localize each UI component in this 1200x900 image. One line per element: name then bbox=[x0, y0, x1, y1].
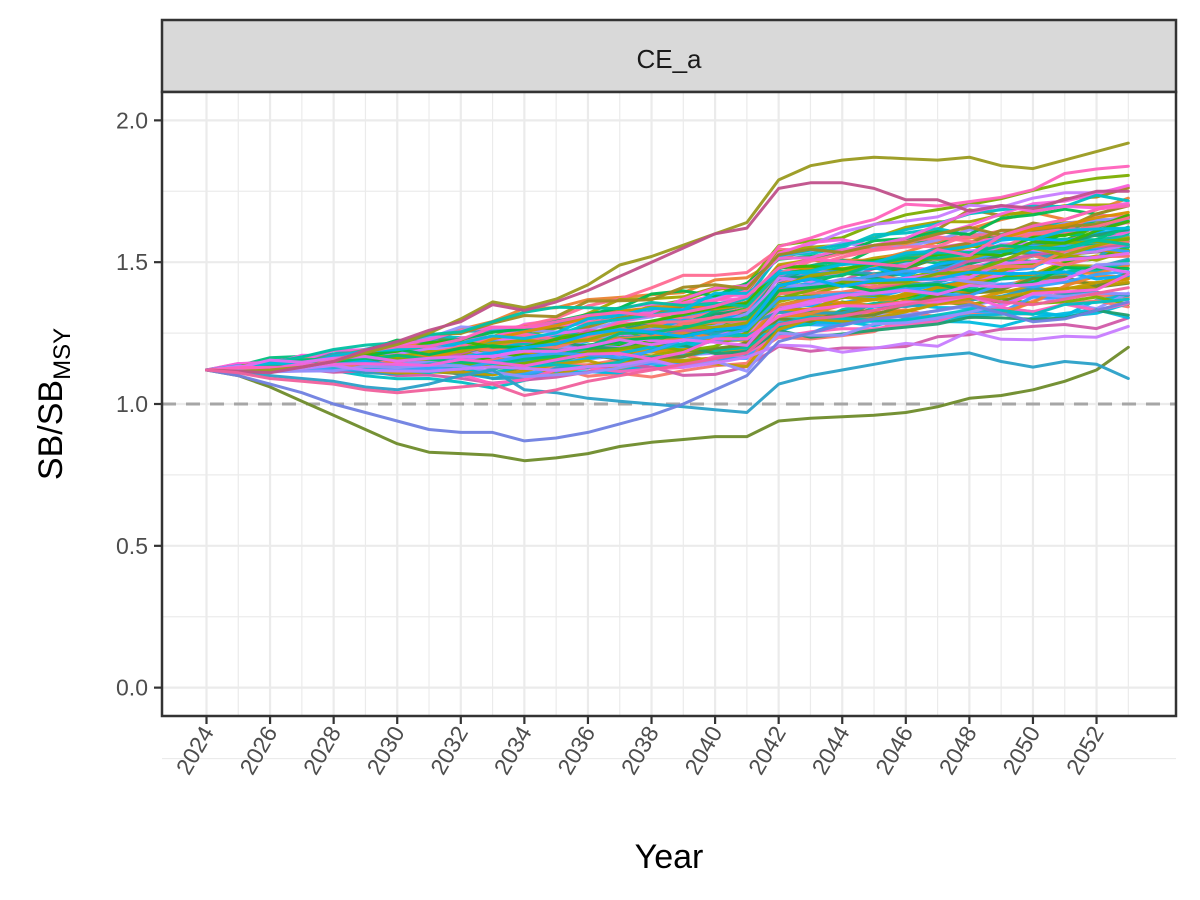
y-tick-label: 1.0 bbox=[116, 391, 148, 417]
svg-text:SB/SBMSY: SB/SBMSY bbox=[32, 328, 76, 480]
y-axis: 0.0 0.5 1.0 1.5 2.0 bbox=[116, 107, 162, 701]
facet-strip bbox=[160, 18, 1178, 94]
y-axis-title: SB/SBMSY bbox=[32, 328, 76, 480]
series-line bbox=[205, 141, 1130, 373]
series-line bbox=[205, 286, 1130, 397]
y-axis-title-main: SB/SB bbox=[32, 380, 70, 480]
series-line bbox=[205, 270, 1130, 372]
y-tick-label: 1.5 bbox=[116, 249, 148, 275]
facet-label: CE_a bbox=[636, 44, 702, 74]
series-line bbox=[205, 181, 1130, 375]
series-line bbox=[205, 324, 1130, 373]
x-axis-title: Year bbox=[635, 838, 704, 876]
series-line bbox=[205, 345, 1130, 463]
y-tick-label: 2.0 bbox=[116, 107, 148, 133]
series-line bbox=[205, 300, 1130, 443]
y-axis-title-sub: MSY bbox=[49, 328, 76, 380]
series-lines bbox=[205, 141, 1130, 463]
y-tick-label: 0.0 bbox=[116, 675, 148, 701]
y-tick-label: 0.5 bbox=[116, 533, 148, 559]
series-line bbox=[205, 265, 1130, 372]
series-line bbox=[205, 351, 1130, 414]
